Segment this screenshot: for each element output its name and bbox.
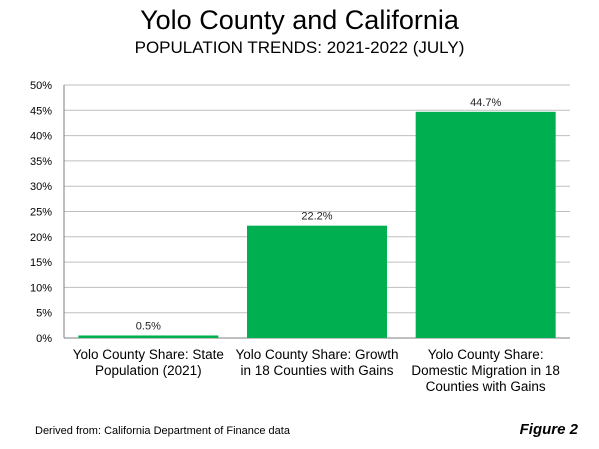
chart-title: Yolo County and California [140, 5, 459, 35]
data-label: 22.2% [301, 211, 332, 223]
y-tick-label: 0% [36, 333, 52, 345]
y-tick-label: 35% [30, 156, 52, 168]
category-label: Yolo County Share: Growth in 18 Counties … [235, 347, 398, 378]
y-tick-label: 10% [30, 282, 52, 294]
y-tick-label: 50% [30, 80, 52, 92]
bar [415, 111, 556, 339]
y-tick-label: 40% [30, 131, 52, 143]
figure-label: Figure 2 [519, 421, 578, 438]
category-label: Yolo County Share: State Population (2021… [73, 347, 224, 378]
y-tick-label: 15% [30, 257, 52, 269]
bar [78, 335, 219, 338]
y-tick-label: 45% [30, 105, 52, 117]
y-tick-label: 5% [36, 308, 52, 320]
y-tick-label: 20% [30, 232, 52, 244]
category-label: Yolo County Share: Domestic Migration in … [411, 347, 560, 394]
y-tick-label: 25% [30, 207, 52, 219]
y-tick-label: 30% [30, 181, 52, 193]
data-label: 44.7% [470, 97, 501, 109]
source-footnote: Derived from: California Department of F… [35, 425, 290, 437]
data-label: 0.5% [136, 320, 161, 332]
bar [247, 225, 387, 338]
chart-subtitle: POPULATION TRENDS: 2021-2022 (JULY) [134, 38, 465, 57]
